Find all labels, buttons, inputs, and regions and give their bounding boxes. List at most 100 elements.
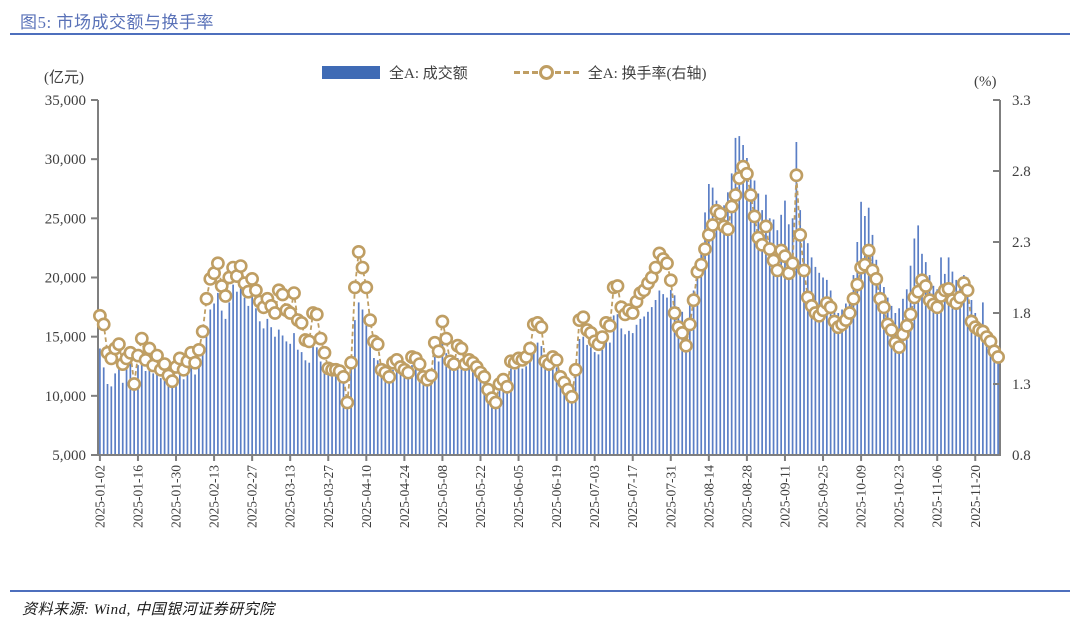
volume-bar xyxy=(590,347,592,455)
volume-bar xyxy=(171,386,174,455)
volume-bar xyxy=(825,279,828,455)
turnover-marker xyxy=(309,307,324,322)
volume-bar xyxy=(943,273,946,455)
turnover-marker xyxy=(743,188,758,202)
turnover-marker xyxy=(199,291,214,306)
turnover-marker xyxy=(877,300,891,315)
turnover-marker xyxy=(534,320,549,335)
volume-bar xyxy=(791,218,794,455)
volume-bar xyxy=(460,360,463,455)
volume-bar xyxy=(947,257,950,455)
turnover-marker xyxy=(268,306,282,320)
turnover-marker xyxy=(793,227,808,242)
volume-bar xyxy=(224,318,227,455)
turnover-marker xyxy=(340,395,355,410)
volume-bar xyxy=(483,379,486,455)
volume-bar xyxy=(738,136,741,455)
volume-bar xyxy=(715,200,718,455)
turnover-marker xyxy=(705,218,720,232)
axes xyxy=(91,99,1001,461)
volume-bar xyxy=(281,335,284,455)
turnover-marker xyxy=(439,331,454,346)
volume-bar xyxy=(555,367,558,455)
volume-bar xyxy=(666,297,668,455)
volume-bar xyxy=(746,158,748,455)
turnover-marker xyxy=(747,209,762,224)
left-axis-unit: (亿元) xyxy=(44,70,84,86)
volume-bar xyxy=(886,297,889,455)
turnover-marker xyxy=(762,242,777,256)
volume-bar xyxy=(251,295,253,456)
volume-bar xyxy=(494,397,497,455)
turnover-marker xyxy=(431,344,446,359)
turnover-marker xyxy=(728,188,743,202)
x-axis-tick-label: 2025-01-16 xyxy=(130,465,145,528)
turnover-marker xyxy=(941,281,956,296)
volume-bar xyxy=(841,309,843,455)
volume-bar xyxy=(856,242,859,455)
x-axis-tick-label: 2025-09-11 xyxy=(777,465,792,528)
volume-bar xyxy=(559,379,562,455)
turnover-marker xyxy=(648,260,663,275)
volume-bar xyxy=(213,303,215,455)
volume-bar xyxy=(536,342,539,455)
volume-bar xyxy=(620,328,623,455)
volume-bar xyxy=(978,323,980,455)
volume-bar xyxy=(453,371,455,455)
title-divider xyxy=(10,33,1070,35)
volume-bar xyxy=(521,368,524,455)
volume-bar xyxy=(845,303,847,455)
volume-bar xyxy=(909,265,912,455)
volume-bar xyxy=(395,367,398,455)
volume-bar xyxy=(727,192,729,456)
volume-bar xyxy=(780,214,783,455)
volume-bar xyxy=(418,371,421,455)
legend-volume-label: 全A: 成交额 xyxy=(389,66,468,82)
volume-bar xyxy=(190,367,193,455)
turnover-marker xyxy=(568,362,583,377)
volume-bar xyxy=(848,294,851,455)
volume-bar xyxy=(867,207,870,455)
turnover-marker xyxy=(603,318,617,333)
volume-bar xyxy=(719,218,722,455)
volume-bar xyxy=(700,252,703,455)
volume-bar xyxy=(681,311,684,455)
turnover-marker xyxy=(477,369,492,384)
turnover-marker xyxy=(663,273,678,288)
turnover-marker xyxy=(899,318,914,333)
right-axis-tick-label: 0.8 xyxy=(1012,448,1031,464)
turnover-marker xyxy=(313,331,328,346)
volume-bar xyxy=(692,290,695,455)
volume-bar xyxy=(757,193,760,455)
turnover-marker xyxy=(454,341,469,356)
volume-bar xyxy=(510,368,512,455)
turnover-marker xyxy=(595,330,610,344)
turnover-marker xyxy=(842,306,857,320)
volume-bar xyxy=(445,353,448,455)
volume-bar xyxy=(822,277,824,455)
volume-bar xyxy=(159,378,162,455)
legend-turnover-label: 全A: 换手率(右轴) xyxy=(587,66,707,82)
x-axis-tick-label: 2025-05-08 xyxy=(435,465,450,528)
turnover-marker xyxy=(317,345,332,360)
volume-bar xyxy=(517,367,520,455)
volume-bar xyxy=(376,360,379,455)
turnover-marker xyxy=(679,338,693,353)
turnover-marker xyxy=(370,337,385,352)
turnover-marker xyxy=(789,168,804,183)
turnover-marker xyxy=(112,337,126,352)
volume-bar xyxy=(506,386,508,455)
volume-bar xyxy=(293,333,295,455)
volume-bar xyxy=(266,318,269,455)
volume-bar xyxy=(163,374,166,455)
volume-bar xyxy=(894,313,897,455)
volume-bar xyxy=(262,328,265,455)
left-axis-tick-label: 30,000 xyxy=(45,152,86,168)
turnover-marker xyxy=(785,256,800,271)
turnover-marker xyxy=(157,357,172,371)
turnover-marker xyxy=(686,293,701,308)
volume-bar xyxy=(962,275,965,455)
volume-bar xyxy=(563,382,566,455)
x-axis-tick-label: 2025-01-02 xyxy=(92,465,107,528)
